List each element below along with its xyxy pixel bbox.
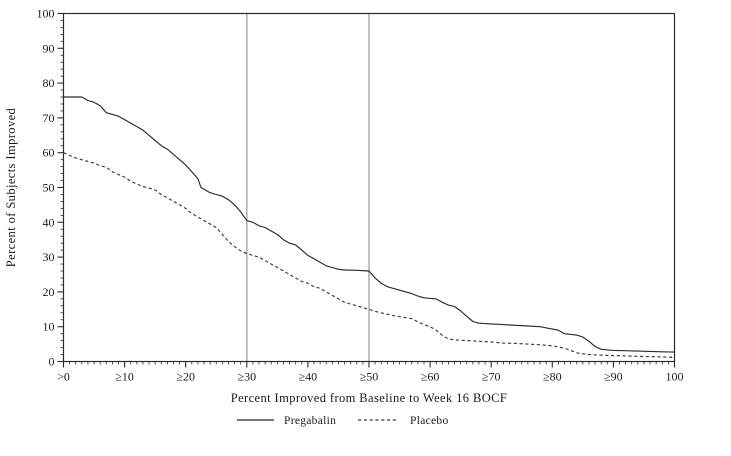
x-tick-label: ≥60 bbox=[421, 370, 440, 384]
y-tick-label: 80 bbox=[43, 76, 55, 90]
y-tick-label: 30 bbox=[43, 250, 55, 264]
x-tick-label: ≥30 bbox=[238, 370, 257, 384]
x-tick-label: ≥10 bbox=[115, 370, 134, 384]
y-tick-label: 60 bbox=[43, 146, 55, 160]
x-tick-label: ≥50 bbox=[360, 370, 379, 384]
legend-label-placebo: Placebo bbox=[410, 415, 449, 427]
y-tick-label: 100 bbox=[37, 7, 55, 21]
x-tick-label: 100 bbox=[666, 370, 684, 384]
y-tick-label: 70 bbox=[43, 111, 55, 125]
x-tick-label: >0 bbox=[57, 370, 70, 384]
series-line-pregabalin bbox=[63, 96, 675, 353]
y-tick-label: 20 bbox=[43, 285, 55, 299]
y-tick-label: 40 bbox=[43, 215, 55, 229]
x-tick-label: ≥70 bbox=[482, 370, 501, 384]
legend: Pregabalin Placebo bbox=[237, 415, 449, 427]
x-tick-label: ≥20 bbox=[176, 370, 195, 384]
y-axis-title: Percent of Subjects Improved bbox=[4, 107, 18, 267]
x-tick-label: ≥90 bbox=[604, 370, 623, 384]
x-tick-label: ≥80 bbox=[543, 370, 562, 384]
y-tick-label: 90 bbox=[43, 41, 55, 55]
y-tick-label: 50 bbox=[43, 181, 55, 195]
x-axis-title: Percent Improved from Baseline to Week 1… bbox=[231, 391, 508, 405]
legend-label-pregabalin: Pregabalin bbox=[284, 415, 336, 427]
y-tick-label: 10 bbox=[43, 320, 55, 334]
y-tick-label: 0 bbox=[49, 355, 55, 369]
x-tick-label: ≥40 bbox=[299, 370, 318, 384]
series-line-placebo bbox=[63, 152, 675, 358]
